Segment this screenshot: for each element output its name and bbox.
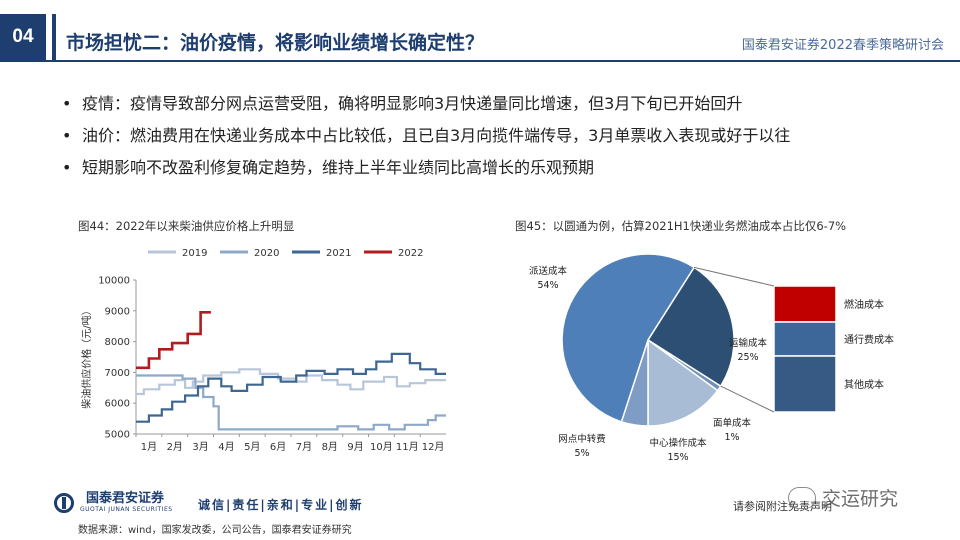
company-logo: 国泰君安证券 GUOTAI JUNAN SECURITIES	[54, 492, 173, 513]
company-slogan: 诚信|责任|亲和|专业|创新	[198, 498, 364, 512]
pie-slice-label: 面单成本	[713, 417, 752, 429]
y-axis-label: 柴油供应价格（元/吨）	[80, 305, 93, 408]
cost-breakdown-pie-chart: 运输成本 25% 面单成本 1% 中心操作成本 15% 网点中转费 5% 派送成本 54% 燃油成本…	[529, 253, 894, 463]
title-divider	[52, 14, 56, 60]
y-tick-label: 5000	[105, 430, 130, 441]
pie-slice-label: 中心操作成本	[649, 437, 707, 449]
bullet-list: 疫情：疫情导致部分网点运营受阻，确将明显影响3月快递量同比增速，但3月下旬已开始…	[60, 88, 940, 184]
header-bar: 04 市场担忧二：油价疫情，将影响业绩增长确定性？ 国泰君安证券2022春季策略…	[0, 0, 960, 62]
y-tick-label: 8000	[105, 337, 130, 348]
conference-name: 国泰君安证券2022春季策略研讨会	[741, 38, 944, 53]
bullet-item: 油价：燃油费用在快递业务成本中占比较低，且已自3月向揽件端传导，3月单票收入表现…	[60, 120, 940, 152]
x-tick-label: 1月	[141, 441, 157, 453]
x-tick-label: 6月	[270, 441, 286, 453]
legend-label: 2019	[182, 248, 207, 259]
pie-slice	[647, 338, 719, 427]
x-tick-label: 2月	[167, 441, 183, 453]
connector-line	[720, 385, 775, 413]
y-tick-label: 6000	[105, 399, 130, 410]
pie-slice-label: 网点中转费	[558, 433, 606, 445]
x-tick-label: 7月	[296, 441, 312, 453]
series-line-2019	[136, 368, 446, 396]
x-tick-label: 10月	[370, 441, 393, 453]
data-source: 数据来源：wind，国家发改委，公司公告，国泰君安证券研究	[78, 525, 352, 536]
breakdown-label: 通行费成本	[844, 333, 894, 346]
pie-slice-value: 54%	[537, 280, 558, 291]
x-tick-label: 11月	[396, 441, 419, 453]
pie-slice-label: 派送成本	[529, 265, 568, 277]
x-tick-label: 8月	[322, 441, 338, 453]
x-tick-label: 3月	[192, 441, 208, 453]
watermark: 交运研究	[788, 484, 898, 511]
line-chart-title: 图44：2022年以来柴油供应价格上升明显	[78, 219, 295, 233]
logo-icon	[54, 492, 74, 513]
legend-label: 2021	[326, 248, 351, 259]
y-tick-label: 9000	[105, 306, 130, 317]
breakdown-segment	[773, 321, 837, 357]
pie-slice-value: 15%	[667, 452, 688, 463]
x-tick-label: 12月	[422, 441, 445, 453]
bullet-item: 疫情：疫情导致部分网点运营受阻，确将明显影响3月快递量同比增速，但3月下旬已开始…	[60, 88, 940, 120]
breakdown-label: 其他成本	[844, 378, 884, 391]
pie-slice-label: 运输成本	[729, 337, 768, 349]
breakdown-label: 燃油成本	[844, 298, 884, 311]
series-line-2021	[136, 352, 446, 423]
watermark-text: 交运研究	[822, 488, 899, 510]
section-badge: 04	[0, 14, 46, 60]
series-line-2020	[136, 374, 446, 431]
pie-slice-value: 5%	[574, 448, 589, 459]
pie-slice	[561, 253, 696, 423]
pie-slice-value: 25%	[737, 352, 758, 363]
company-name: 国泰君安证券	[86, 491, 165, 506]
pie-chart-title: 图45：以圆通为例，估算2021H1快递业务燃油成本占比仅6-7%	[515, 219, 847, 233]
x-tick-label: 5月	[244, 441, 260, 453]
legend-label: 2020	[254, 248, 279, 259]
x-tick-label: 4月	[218, 441, 234, 453]
company-name-en: GUOTAI JUNAN SECURITIES	[80, 506, 173, 513]
breakdown-segment	[773, 285, 837, 323]
pie-slice	[646, 266, 735, 388]
bullet-item: 短期影响不改盈利修复确定趋势，维持上半年业绩同比高增长的乐观预期	[60, 152, 940, 184]
breakdown-segment	[773, 355, 837, 413]
y-tick-label: 10000	[98, 276, 130, 287]
wechat-icon	[788, 486, 816, 509]
y-tick-label: 7000	[105, 368, 130, 379]
legend-label: 2022	[398, 248, 423, 259]
connector-line	[693, 266, 775, 287]
series-line-2022	[136, 311, 211, 370]
diesel-price-line-chart: 2019 2020 2021 2022 5000 6000 7000 8000 9000 1000…	[80, 248, 446, 453]
page-title: 市场担忧二：油价疫情，将影响业绩增长确定性？	[66, 32, 485, 54]
x-tick-label: 9月	[347, 441, 363, 453]
pie-slice-value: 1%	[724, 432, 739, 443]
